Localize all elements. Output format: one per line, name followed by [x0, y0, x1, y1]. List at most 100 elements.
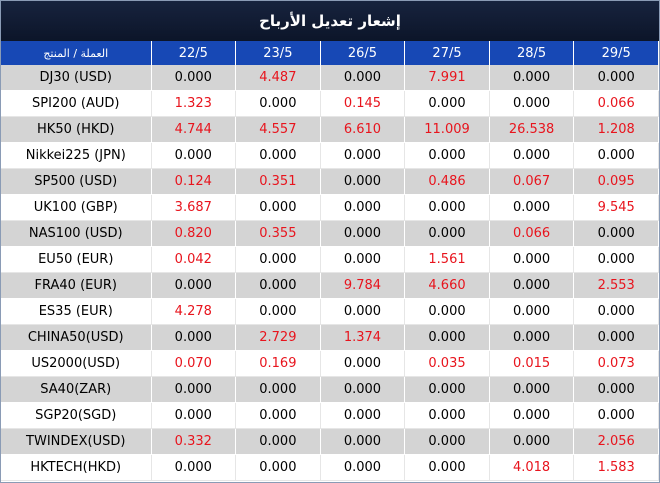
dividend-value: 0.169 [235, 350, 321, 377]
dividend-value: 4.018 [489, 454, 575, 481]
header-date: 28/5 [489, 41, 575, 65]
dividend-value: 0.000 [489, 402, 575, 429]
dividend-value: 0.124 [151, 168, 237, 195]
dividend-value: 0.000 [235, 246, 321, 273]
dividend-value: 0.000 [320, 168, 406, 195]
dividend-value: 4.278 [151, 298, 237, 325]
dividend-value: 0.000 [235, 376, 321, 403]
dividend-value: 1.323 [151, 90, 237, 117]
dividend-value: 0.067 [489, 168, 575, 195]
dividend-value: 0.000 [573, 142, 659, 169]
dividend-value: 0.000 [320, 376, 406, 403]
header-date: 29/5 [573, 41, 659, 65]
dividend-value: 0.000 [489, 142, 575, 169]
dividend-value: 0.000 [489, 194, 575, 221]
dividend-value: 0.035 [404, 350, 490, 377]
dividend-value: 0.000 [573, 220, 659, 247]
table-row: HKTECH(HKD) 0.000 0.000 0.000 0.000 4.018 1.58… [1, 454, 659, 481]
dividend-value: 9.545 [573, 194, 659, 221]
dividend-value: 1.583 [573, 454, 659, 481]
product-name: SP500 (USD) [1, 168, 152, 195]
product-name: HK50 (HKD) [1, 116, 152, 143]
dividend-value: 0.000 [489, 376, 575, 403]
table-body: DJ30 (USD) 0.000 4.487 0.000 7.991 0.000 0.000… [1, 65, 659, 481]
dividend-value: 0.332 [151, 428, 237, 455]
dividend-value: 0.000 [404, 402, 490, 429]
dividend-value: 0.000 [573, 65, 659, 91]
dividend-value: 0.042 [151, 246, 237, 273]
dividend-value: 0.000 [320, 65, 406, 91]
dividend-value: 0.000 [489, 272, 575, 299]
dividend-value: 3.687 [151, 194, 237, 221]
dividend-value: 0.000 [489, 90, 575, 117]
panel-title: إشعار تعديل الأرباح [1, 1, 659, 41]
dividend-value: 0.000 [151, 376, 237, 403]
dividend-value: 4.487 [235, 65, 321, 91]
dividend-value: 2.056 [573, 428, 659, 455]
product-name: NAS100 (USD) [1, 220, 152, 247]
table-header-row: العملة / المنتج 22/5 23/5 26/5 27/5 28/5… [1, 41, 659, 65]
table-row: EU50 (EUR) 0.042 0.000 0.000 1.561 0.000 0.000 [1, 246, 659, 273]
dividend-value: 11.009 [404, 116, 490, 143]
header-date: 22/5 [151, 41, 237, 65]
dividend-value: 4.744 [151, 116, 237, 143]
header-date: 27/5 [404, 41, 490, 65]
dividend-value: 0.000 [151, 272, 237, 299]
table-row: SGP20(SGD) 0.000 0.000 0.000 0.000 0.000 0.000 [1, 402, 659, 429]
dividend-value: 0.000 [235, 428, 321, 455]
table-row: SPI200 (AUD) 1.323 0.000 0.145 0.000 0.000 0.0… [1, 90, 659, 117]
dividend-value: 0.000 [320, 454, 406, 481]
dividend-value: 0.000 [151, 454, 237, 481]
product-name: CHINA50(USD) [1, 324, 152, 351]
dividend-value: 0.000 [235, 298, 321, 325]
product-name: UK100 (GBP) [1, 194, 152, 221]
dividend-value: 7.991 [404, 65, 490, 91]
dividend-value: 0.000 [320, 350, 406, 377]
product-name: TWINDEX(USD) [1, 428, 152, 455]
dividend-value: 0.070 [151, 350, 237, 377]
dividend-value: 0.000 [320, 246, 406, 273]
dividend-value: 0.000 [151, 324, 237, 351]
table-row: ES35 (EUR) 4.278 0.000 0.000 0.000 0.000 0.000 [1, 298, 659, 325]
dividend-value: 0.000 [404, 220, 490, 247]
dividend-value: 0.000 [489, 298, 575, 325]
dividend-value: 0.000 [404, 142, 490, 169]
dividend-value: 0.000 [235, 142, 321, 169]
dividend-value: 0.000 [320, 402, 406, 429]
dividend-value: 0.066 [489, 220, 575, 247]
dividend-value: 0.486 [404, 168, 490, 195]
dividend-value: 1.374 [320, 324, 406, 351]
product-name: HKTECH(HKD) [1, 454, 152, 481]
product-name: SA40(ZAR) [1, 376, 152, 403]
product-name: DJ30 (USD) [1, 65, 152, 91]
dividend-value: 4.557 [235, 116, 321, 143]
table-row: UK100 (GBP) 3.687 0.000 0.000 0.000 0.000 9.54… [1, 194, 659, 221]
dividend-value: 4.660 [404, 272, 490, 299]
table-row: FRA40 (EUR) 0.000 0.000 9.784 4.660 0.000 2.55… [1, 272, 659, 299]
product-name: FRA40 (EUR) [1, 272, 152, 299]
dividend-value: 0.000 [489, 65, 575, 91]
dividend-value: 0.000 [404, 194, 490, 221]
dividend-value: 0.355 [235, 220, 321, 247]
product-name: ES35 (EUR) [1, 298, 152, 325]
product-name: Nikkei225 (JPN) [1, 142, 152, 169]
table-row: NAS100 (USD) 0.820 0.355 0.000 0.000 0.066 0.0… [1, 220, 659, 247]
dividend-value: 0.000 [404, 454, 490, 481]
dividend-value: 26.538 [489, 116, 575, 143]
dividend-value: 0.015 [489, 350, 575, 377]
product-name: SGP20(SGD) [1, 402, 152, 429]
dividend-value: 9.784 [320, 272, 406, 299]
dividend-value: 0.000 [235, 194, 321, 221]
product-name: EU50 (EUR) [1, 246, 152, 273]
dividend-value: 0.000 [573, 376, 659, 403]
dividend-value: 1.561 [404, 246, 490, 273]
dividend-value: 0.000 [320, 194, 406, 221]
dividend-value: 0.000 [151, 142, 237, 169]
dividend-value: 0.000 [489, 428, 575, 455]
dividend-value: 0.000 [404, 324, 490, 351]
dividend-value: 0.000 [404, 90, 490, 117]
dividend-value: 0.095 [573, 168, 659, 195]
dividend-value: 0.000 [235, 90, 321, 117]
table-row: TWINDEX(USD) 0.332 0.000 0.000 0.000 0.000 2.0… [1, 428, 659, 455]
